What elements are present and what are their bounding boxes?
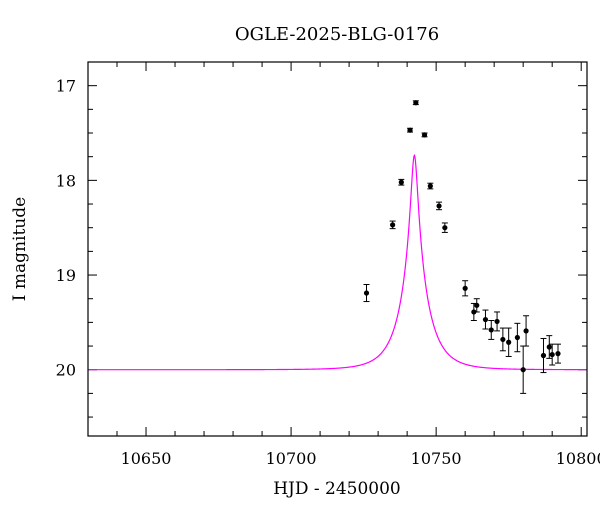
data-point [500,336,506,343]
data-point [482,316,489,323]
y-tick-label: 20 [56,361,76,380]
x-axis-label: HJD - 2450000 [273,479,401,499]
x-tick-label: 10650 [121,449,172,468]
axis-ticks [88,61,587,436]
y-tick-label: 18 [56,171,76,190]
data-point [488,327,494,333]
y-tick-label: 19 [56,266,76,285]
chart-title: OGLE-2025-BLG-0176 [235,24,439,45]
plot-frame [87,61,588,437]
tick-labels: 10650 10700 10750 10800 17 18 19 20 [56,77,600,468]
y-tick-label: 17 [56,77,76,96]
data-point [427,183,433,189]
data-point [506,339,512,345]
data-point [413,100,419,106]
data-point [474,302,480,308]
y-axis-label: I magnitude [10,197,30,301]
data-point [407,127,413,133]
data-point [520,367,526,373]
data-point [514,334,520,341]
x-tick-label: 10800 [556,449,600,468]
data-point [523,328,529,334]
data-point [442,225,448,231]
data-point [421,132,428,138]
data-point [363,290,370,296]
data-point [398,179,404,185]
plot-area [88,100,587,394]
data-points [363,100,561,394]
data-point [540,352,547,359]
data-point [494,318,500,325]
data-point [546,344,552,350]
model-curve [88,154,587,371]
data-point [436,203,442,209]
data-point [555,351,561,357]
data-point [462,285,468,291]
x-tick-label: 10750 [411,449,462,468]
data-point [549,351,555,358]
x-tick-label: 10700 [266,449,317,468]
data-point [390,222,396,228]
